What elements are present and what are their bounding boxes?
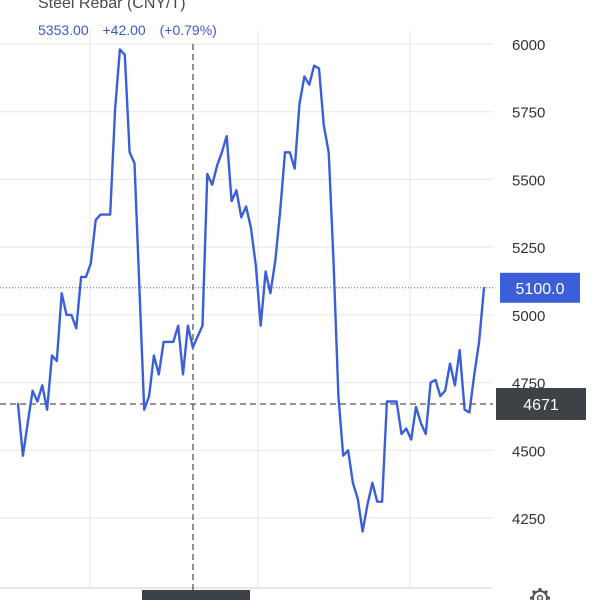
y-tick-label: 5250	[512, 240, 545, 257]
quote-line: 5353.00 +42.00 (+0.79%)	[38, 22, 227, 38]
y-tick-label: 5500	[512, 172, 545, 189]
y-tick-label: 5750	[512, 105, 545, 122]
price-series-line	[16, 48, 486, 533]
chart-title: Steel Rebar (CNY/T)	[38, 0, 186, 12]
last-value-label: 5100.0	[516, 281, 565, 298]
y-tick-label: 4500	[512, 443, 545, 460]
crosshair-value-label: 4671	[523, 397, 559, 414]
last-value-badge	[500, 272, 580, 303]
gear-icon[interactable]	[530, 588, 550, 605]
price-change-percent: (+0.79%)	[159, 22, 217, 38]
y-tick-label: 4250	[512, 511, 545, 528]
current-price: 5353.00	[38, 22, 89, 38]
y-tick-label: 6000	[512, 37, 545, 54]
chart-header: Steel Rebar (CNY/T) 5353.00 +42.00 (+0.7…	[38, 0, 227, 38]
y-tick-label: 5000	[512, 308, 545, 325]
crosshair-time-badge	[142, 590, 250, 604]
crosshair-value-badge	[496, 387, 586, 420]
price-change: +42.00	[102, 22, 146, 38]
